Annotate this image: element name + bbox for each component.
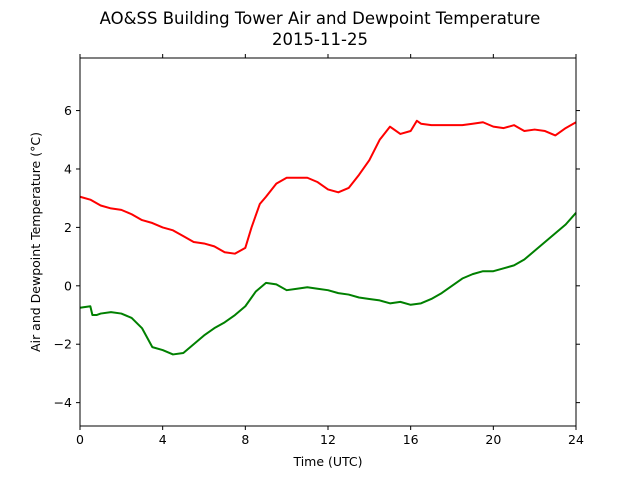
x-ticks: 0 4 8 12 16 20 24 (76, 54, 584, 447)
y-tick-label: 6 (64, 103, 72, 118)
series-line-0 (79, 119, 577, 255)
x-tick-label: 16 (403, 432, 419, 447)
plot-area (79, 119, 577, 356)
x-tick-label: 8 (241, 432, 249, 447)
x-tick-label: 20 (485, 432, 501, 447)
chart-title: AO&SS Building Tower Air and Dewpoint Te… (100, 9, 541, 28)
y-tick-label: 4 (64, 161, 72, 176)
x-tick-label: 0 (76, 432, 84, 447)
plot-frame (79, 57, 577, 427)
x-tick-label: 24 (568, 432, 584, 447)
y-tick-label: 2 (64, 220, 72, 235)
y-ticks: −4 −2 0 2 4 6 (54, 103, 580, 410)
y-tick-label: −2 (54, 337, 72, 352)
y-axis-label: Air and Dewpoint Temperature (°C) (28, 132, 43, 352)
y-tick-label: −4 (54, 395, 72, 410)
x-tick-label: 4 (159, 432, 167, 447)
x-axis-label: Time (UTC) (292, 454, 362, 469)
y-tick-label: 0 (64, 278, 72, 293)
series-line-1 (79, 212, 577, 356)
chart-subtitle: 2015-11-25 (272, 30, 368, 49)
x-tick-label: 12 (320, 432, 336, 447)
